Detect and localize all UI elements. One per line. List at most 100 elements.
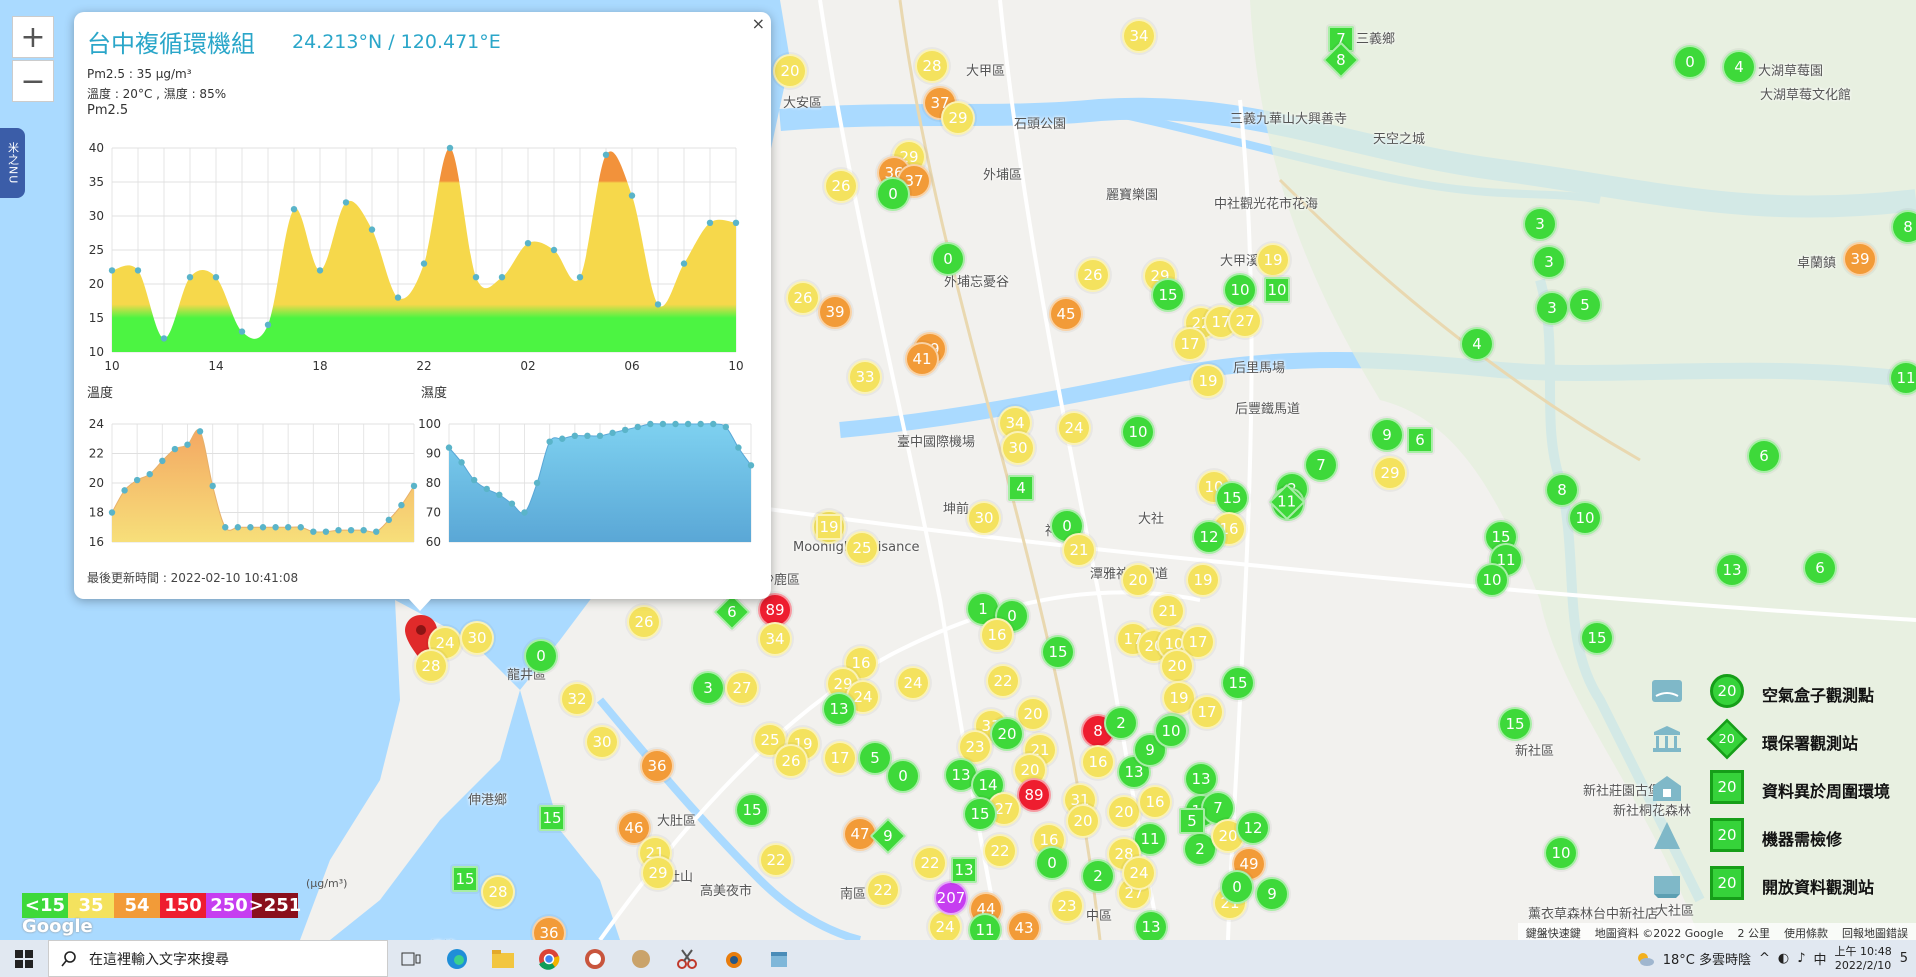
airbox-marker[interactable]: 32 (560, 682, 594, 716)
airbox-marker[interactable]: 13 (1715, 553, 1749, 587)
airbox-marker[interactable]: 20 (1066, 804, 1100, 838)
airbox-marker[interactable]: 30 (460, 621, 494, 655)
close-popup-button[interactable]: × (751, 14, 765, 33)
airbox-marker[interactable]: 2 (1081, 859, 1115, 893)
open-data-station-marker[interactable]: 10 (1264, 277, 1290, 303)
keyboard-shortcuts-link[interactable]: 鍵盤快速鍵 (1525, 927, 1581, 940)
airbox-marker[interactable]: 0 (886, 759, 920, 793)
airbox-marker[interactable]: 15 (963, 797, 997, 831)
airbox-marker[interactable]: 15 (1580, 621, 1614, 655)
airbox-marker[interactable]: 22 (759, 843, 793, 877)
app-button-6[interactable] (618, 940, 664, 977)
airbox-marker[interactable]: 3 (1535, 291, 1569, 325)
ime-indicator[interactable]: 中 (1813, 953, 1827, 968)
airbox-marker[interactable]: 10 (1223, 273, 1257, 307)
airbox-marker[interactable]: 22 (986, 664, 1020, 698)
volume-icon[interactable]: ♪ (1797, 951, 1806, 966)
airbox-marker[interactable]: 22 (913, 846, 947, 880)
zoom-in-button[interactable]: + (12, 16, 54, 58)
airbox-marker[interactable]: 0 (931, 242, 965, 276)
airbox-marker[interactable]: 26 (627, 605, 661, 639)
airbox-marker[interactable]: 30 (967, 501, 1001, 535)
airbox-marker[interactable]: 6 (1747, 439, 1781, 473)
weather-text[interactable]: 18°C 多雲時陰 (1662, 953, 1751, 968)
weather-icon[interactable] (1635, 951, 1655, 967)
open-data-station-marker[interactable]: 15 (539, 805, 565, 831)
airbox-marker[interactable]: 20 (1160, 649, 1194, 683)
taskbar-search-box[interactable]: 在這裡輸入文字來搜尋 (48, 940, 388, 977)
airbox-marker[interactable]: 8 (1891, 210, 1916, 244)
airbox-marker[interactable]: 12 (1192, 520, 1226, 554)
start-button[interactable] (0, 940, 48, 977)
airbox-marker[interactable]: 36 (532, 916, 566, 940)
network-icon[interactable]: ◐ (1777, 951, 1790, 966)
airbox-marker[interactable]: 12 (1236, 811, 1270, 845)
airbox-marker[interactable]: 8 (1545, 473, 1579, 507)
airbox-marker[interactable]: 29 (941, 101, 975, 135)
airbox-marker[interactable]: 4 (1460, 327, 1494, 361)
airbox-marker[interactable]: 0 (876, 177, 910, 211)
airbox-marker[interactable]: 26 (824, 169, 858, 203)
airbox-marker[interactable]: 15 (735, 793, 769, 827)
airbox-marker[interactable]: 28 (481, 875, 515, 909)
chrome-app-button[interactable] (526, 940, 572, 977)
airbox-marker[interactable]: 21 (1151, 594, 1185, 628)
task-view-button[interactable] (388, 940, 434, 977)
app-button-5[interactable] (572, 940, 618, 977)
airbox-marker[interactable]: 26 (774, 744, 808, 778)
airbox-marker[interactable]: 36 (640, 749, 674, 783)
airbox-marker[interactable]: 19 (1186, 563, 1220, 597)
airbox-marker[interactable]: 45 (1049, 297, 1083, 331)
airbox-marker[interactable]: 47 (843, 817, 877, 851)
edge-app-button[interactable] (434, 940, 480, 977)
airbox-marker[interactable]: 0 (1673, 45, 1707, 79)
open-data-station-marker[interactable]: 13 (951, 857, 977, 883)
airbox-marker[interactable]: 39 (1843, 242, 1877, 276)
airbox-marker[interactable]: 16 (1138, 785, 1172, 819)
notification-badge[interactable]: 5 (1899, 951, 1908, 966)
airbox-marker[interactable]: 15 (1041, 635, 1075, 669)
airbox-marker[interactable]: 17 (1190, 695, 1224, 729)
airbox-marker[interactable]: 11 (1133, 822, 1167, 856)
airbox-marker[interactable]: 22 (983, 834, 1017, 868)
tray-overflow-icon[interactable]: ^ (1758, 951, 1770, 966)
airbox-marker[interactable]: 10 (1568, 501, 1602, 535)
airbox-marker[interactable]: 23 (1050, 889, 1084, 923)
airbox-marker[interactable]: 17 (823, 741, 857, 775)
airbox-marker[interactable]: 5 (1568, 288, 1602, 322)
airbox-marker[interactable]: 11 (1889, 361, 1916, 395)
open-data-station-marker[interactable]: 5 (1179, 808, 1205, 834)
airbox-marker[interactable]: 13 (822, 692, 856, 726)
airbox-marker[interactable]: 15 (1151, 278, 1185, 312)
side-menu-tab[interactable]: 米之NU (0, 128, 25, 198)
airbox-marker[interactable]: 39 (818, 295, 852, 329)
airbox-marker[interactable]: 9 (1255, 877, 1289, 911)
airbox-marker[interactable]: 30 (585, 725, 619, 759)
airbox-marker[interactable]: 16 (1081, 745, 1115, 779)
airbox-marker[interactable]: 13 (1134, 910, 1168, 940)
airbox-marker[interactable]: 23 (958, 730, 992, 764)
airbox-marker[interactable]: 3 (1523, 207, 1557, 241)
airbox-marker[interactable]: 27 (1228, 304, 1262, 338)
airbox-marker[interactable]: 19 (1191, 364, 1225, 398)
report-error-link[interactable]: 回報地圖錯誤 (1842, 927, 1908, 940)
open-data-station-marker[interactable]: 4 (1008, 475, 1034, 501)
airbox-marker[interactable]: 4 (1722, 50, 1756, 84)
airbox-marker[interactable]: 89 (1017, 778, 1051, 812)
airbox-marker[interactable]: 17 (1116, 622, 1150, 656)
airbox-marker[interactable]: 21 (1062, 533, 1096, 567)
airbox-marker[interactable]: 20 (1107, 795, 1141, 829)
zoom-out-button[interactable]: − (12, 60, 54, 102)
airbox-marker[interactable]: 0 (1035, 846, 1069, 880)
airbox-marker[interactable]: 17 (1173, 327, 1207, 361)
airbox-marker[interactable]: 10 (1121, 415, 1155, 449)
app-button-9[interactable] (756, 940, 802, 977)
airbox-marker[interactable]: 33 (848, 360, 882, 394)
airbox-marker[interactable]: 34 (758, 622, 792, 656)
airbox-marker[interactable]: 24 (928, 910, 962, 940)
airbox-marker[interactable]: 20 (990, 717, 1024, 751)
airbox-marker[interactable]: 20 (1121, 563, 1155, 597)
airbox-marker[interactable]: 15 (1221, 666, 1255, 700)
airbox-marker[interactable]: 19 (1256, 243, 1290, 277)
airbox-marker[interactable]: 41 (905, 342, 939, 376)
